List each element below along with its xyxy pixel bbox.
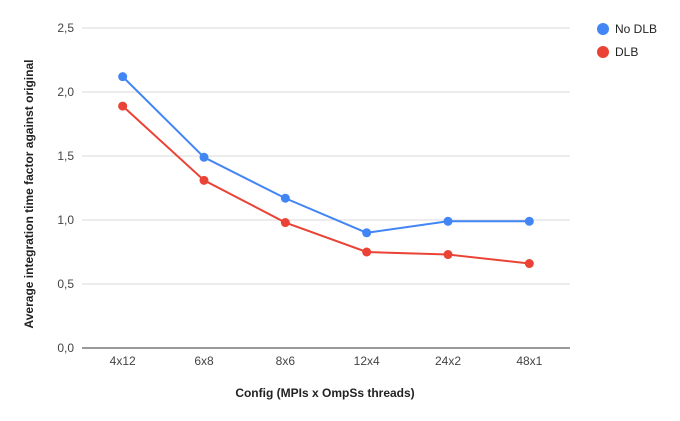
- x-tick-label: 12x4: [354, 354, 380, 368]
- series-line: [121, 105, 530, 265]
- series-layer: [118, 72, 534, 269]
- legend-marker: [597, 46, 609, 58]
- x-tick-labels: 4x12 6x8 8x6 12x4 24x2 48x1: [110, 354, 543, 368]
- series-dlb: [118, 101, 534, 269]
- x-tick-label: 6x8: [194, 354, 214, 368]
- data-point: [280, 193, 290, 203]
- legend-marker: [597, 23, 609, 35]
- data-point: [362, 247, 372, 257]
- y-tick-label: 0,0: [57, 341, 74, 355]
- x-tick-label: 4x12: [110, 354, 136, 368]
- y-tick-labels: 0,0 0,5 1,0 1,5 2,0 2,5: [57, 21, 74, 355]
- data-point: [443, 250, 453, 260]
- data-point: [118, 72, 128, 82]
- y-tick-label: 1,0: [57, 213, 74, 227]
- data-point: [199, 175, 209, 185]
- series-line: [121, 75, 530, 234]
- gridlines: [82, 27, 570, 349]
- y-tick-label: 0,5: [57, 277, 74, 291]
- y-tick-label: 2,5: [57, 21, 74, 35]
- data-point: [524, 216, 534, 226]
- data-point: [524, 259, 534, 269]
- data-point: [443, 216, 453, 226]
- x-tick-label: 48x1: [516, 354, 542, 368]
- legend-label: DLB: [615, 45, 638, 59]
- y-tick-label: 1,5: [57, 149, 74, 163]
- x-tick-label: 24x2: [435, 354, 461, 368]
- series-no-dlb: [118, 72, 534, 238]
- x-tick-label: 8x6: [276, 354, 296, 368]
- data-point: [118, 101, 128, 111]
- data-point: [199, 152, 209, 162]
- y-axis-title: Average integration time factor against …: [22, 60, 36, 329]
- data-point: [362, 228, 372, 238]
- legend: No DLB DLB: [597, 22, 657, 59]
- legend-label: No DLB: [615, 22, 657, 36]
- y-tick-label: 2,0: [57, 85, 74, 99]
- data-point: [280, 218, 290, 228]
- x-axis-title: Config (MPIs x OmpSs threads): [235, 386, 414, 400]
